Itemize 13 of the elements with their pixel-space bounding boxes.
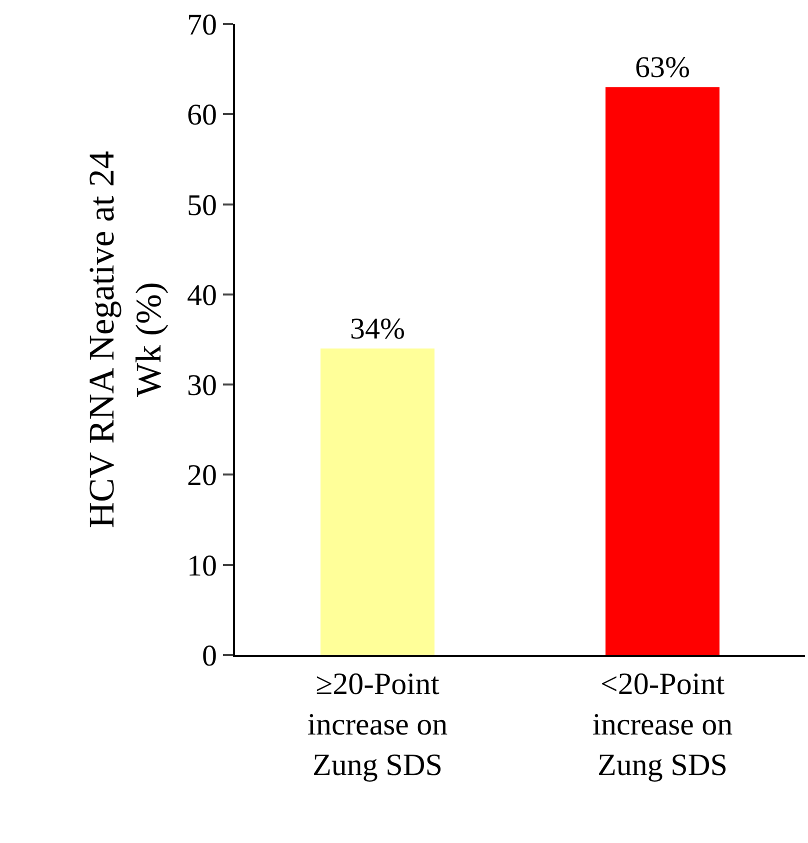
y-tick-label: 50 — [187, 188, 217, 222]
y-tick-label: 30 — [187, 369, 217, 402]
y-tick-label: 40 — [187, 278, 217, 312]
y-tick-label: 0 — [202, 640, 217, 672]
data-label: 34% — [350, 312, 405, 346]
y-tick-label: 10 — [187, 549, 217, 582]
data-label: 63% — [635, 51, 690, 84]
y-tick-label: 20 — [187, 459, 217, 492]
y-axis-title: HCV RNA Negative at 24 Wk (%) — [82, 150, 168, 528]
x-tick-label: <20-Point increase on Zung SDS — [592, 666, 734, 782]
y-tick-label: 70 — [187, 8, 217, 42]
x-tick-label: ≥20-Point increase on Zung SDS — [307, 666, 448, 782]
y-tick-label: 60 — [187, 98, 217, 132]
